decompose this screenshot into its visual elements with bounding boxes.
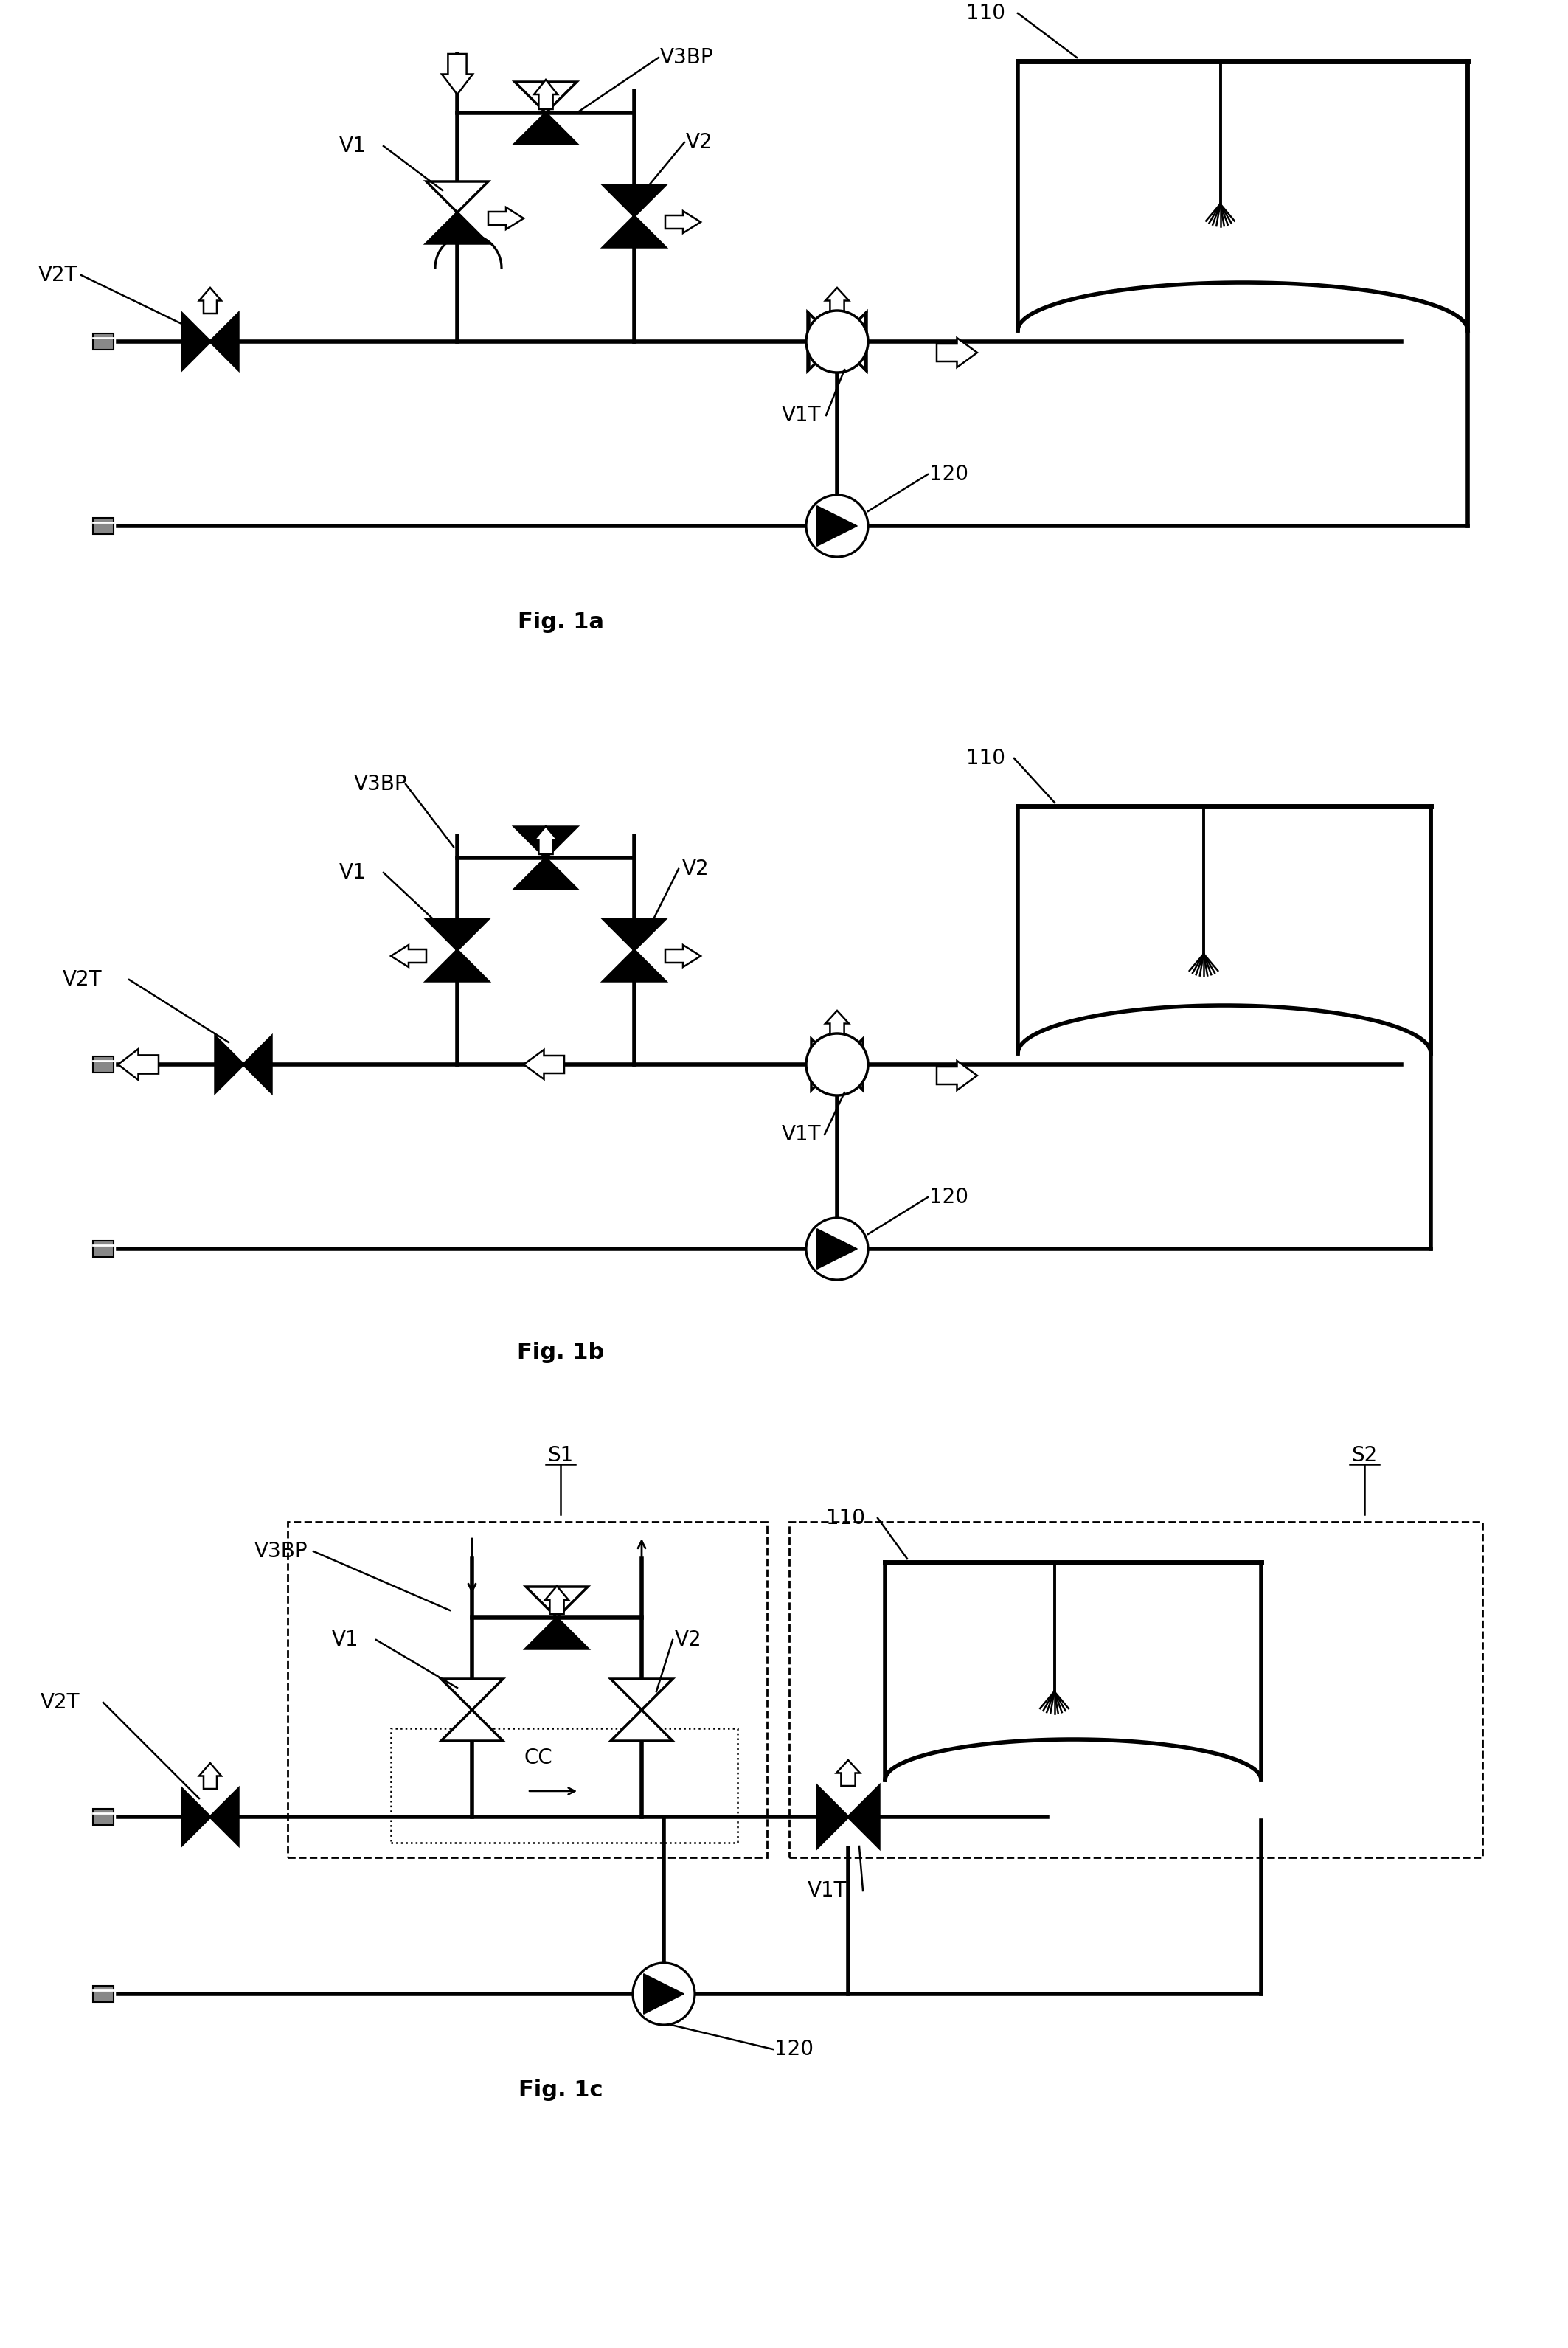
Text: 120: 120	[930, 1186, 969, 1207]
Polygon shape	[199, 1763, 221, 1789]
Polygon shape	[837, 315, 866, 369]
Bar	[93, 1986, 113, 2003]
Polygon shape	[837, 312, 867, 371]
Text: 110: 110	[826, 1507, 866, 1529]
Polygon shape	[426, 181, 488, 211]
Polygon shape	[936, 1061, 977, 1089]
Polygon shape	[643, 1975, 684, 2015]
Polygon shape	[665, 944, 701, 967]
Polygon shape	[426, 211, 488, 244]
Polygon shape	[426, 951, 488, 981]
Text: V3BP: V3BP	[354, 775, 408, 794]
Polygon shape	[604, 216, 665, 247]
Text: V2T: V2T	[38, 265, 78, 286]
Polygon shape	[825, 1010, 848, 1035]
Polygon shape	[199, 289, 221, 315]
Text: 120: 120	[775, 2038, 814, 2059]
Polygon shape	[535, 80, 558, 108]
Polygon shape	[836, 1761, 859, 1787]
Polygon shape	[604, 918, 665, 951]
Text: S2: S2	[1352, 1444, 1377, 1465]
Text: S1: S1	[547, 1444, 574, 1465]
Polygon shape	[210, 1789, 238, 1846]
Polygon shape	[817, 505, 858, 547]
Bar	[93, 1057, 113, 1073]
Text: V2: V2	[685, 131, 713, 153]
Polygon shape	[610, 1679, 673, 1709]
Text: 120: 120	[930, 465, 969, 484]
Bar	[789, 1522, 1482, 1857]
Bar	[93, 333, 113, 350]
Text: Fig. 1b: Fig. 1b	[517, 1341, 604, 1362]
Polygon shape	[546, 1585, 569, 1613]
Polygon shape	[837, 1038, 862, 1089]
Polygon shape	[441, 1709, 503, 1740]
Polygon shape	[514, 826, 577, 857]
Bar	[93, 1240, 113, 1256]
Polygon shape	[243, 1035, 271, 1092]
Text: V2T: V2T	[41, 1693, 80, 1714]
Polygon shape	[488, 207, 524, 230]
Polygon shape	[665, 211, 701, 232]
Polygon shape	[808, 312, 837, 371]
Polygon shape	[809, 315, 837, 369]
Text: 110: 110	[966, 2, 1005, 23]
Polygon shape	[182, 1789, 210, 1846]
Polygon shape	[525, 1587, 588, 1618]
Circle shape	[633, 1963, 695, 2024]
Bar	[93, 519, 113, 533]
Bar	[287, 1522, 767, 1857]
Polygon shape	[524, 1050, 564, 1080]
Polygon shape	[442, 54, 474, 94]
Polygon shape	[210, 315, 238, 369]
Circle shape	[806, 1033, 869, 1097]
Polygon shape	[817, 1228, 858, 1268]
Polygon shape	[390, 944, 426, 967]
Text: 110: 110	[966, 749, 1005, 768]
Bar	[390, 1728, 737, 1843]
Text: V3BP: V3BP	[660, 47, 713, 68]
Text: V1T: V1T	[782, 1125, 822, 1146]
Polygon shape	[604, 185, 665, 216]
Text: V1T: V1T	[808, 1881, 847, 1902]
Circle shape	[806, 310, 869, 373]
Polygon shape	[535, 826, 558, 855]
Text: V2T: V2T	[63, 970, 102, 991]
Polygon shape	[848, 1787, 880, 1848]
Text: V1: V1	[339, 136, 367, 157]
Circle shape	[806, 495, 869, 556]
Text: V3BP: V3BP	[254, 1540, 307, 1561]
Polygon shape	[182, 315, 210, 369]
Polygon shape	[525, 1618, 588, 1648]
Polygon shape	[610, 1709, 673, 1740]
Polygon shape	[514, 113, 577, 143]
Text: Fig. 1c: Fig. 1c	[519, 2078, 602, 2101]
Polygon shape	[426, 918, 488, 951]
Polygon shape	[936, 338, 977, 366]
Circle shape	[806, 1219, 869, 1280]
Polygon shape	[215, 1035, 243, 1092]
Polygon shape	[514, 857, 577, 890]
Text: Fig. 1a: Fig. 1a	[517, 610, 604, 632]
Text: CC: CC	[524, 1747, 552, 1768]
Text: V2: V2	[682, 859, 709, 878]
Text: V1: V1	[332, 1630, 359, 1651]
Text: V1T: V1T	[782, 404, 822, 425]
Text: V2: V2	[674, 1630, 702, 1651]
Bar	[93, 1808, 113, 1824]
Polygon shape	[604, 951, 665, 981]
Polygon shape	[514, 82, 577, 113]
Polygon shape	[118, 1050, 158, 1080]
Polygon shape	[441, 1679, 503, 1709]
Text: V1: V1	[339, 862, 367, 883]
Polygon shape	[811, 1038, 837, 1089]
Polygon shape	[825, 289, 848, 315]
Polygon shape	[817, 1787, 848, 1848]
